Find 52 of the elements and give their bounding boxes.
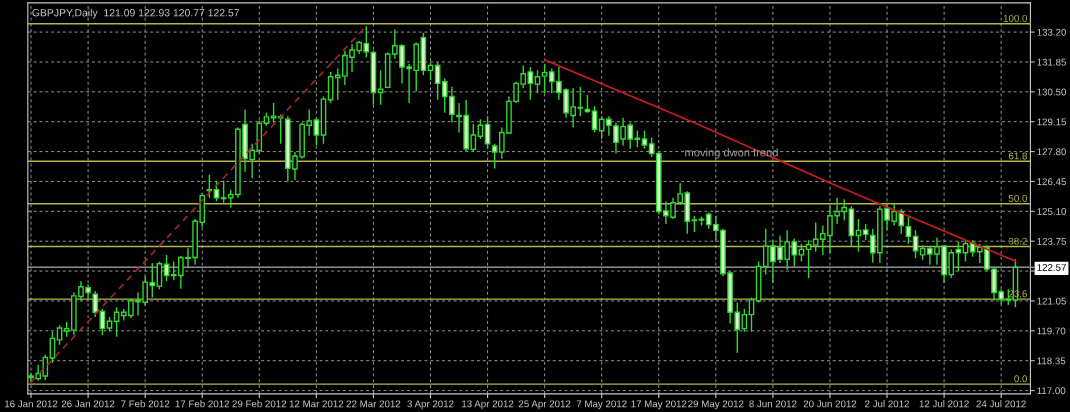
candlestick — [905, 216, 912, 245]
y-tick-label: 118.35 — [1037, 357, 1066, 365]
x-tick-label: 17 Feb 2012 — [175, 400, 230, 408]
candlestick — [213, 180, 220, 202]
candlestick — [220, 180, 227, 204]
x-tick-label: 20 Jun 2012 — [803, 400, 857, 408]
x-tick-label: 3 Apr 2012 — [407, 400, 454, 410]
x-tick-label: 26 Jan 2012 — [61, 400, 115, 408]
candlestick — [527, 66, 534, 101]
candlestick — [541, 63, 548, 94]
candlestick — [313, 117, 320, 147]
x-tick-label: 13 Apr 2012 — [462, 400, 514, 410]
candlestick — [484, 115, 491, 150]
y-tick-label: 131.85 — [1037, 58, 1066, 66]
x-tick-label: 12 Jul 2012 — [919, 400, 969, 408]
x-tick-label: 16 Jan 2012 — [5, 400, 58, 408]
candlestick — [591, 105, 598, 134]
candlestick — [156, 260, 163, 290]
x-tick-label: 7 Feb 2012 — [121, 400, 170, 408]
y-tick-label: 125.10 — [1037, 208, 1067, 215]
y-tick-label: 127.80 — [1037, 148, 1067, 156]
text: GBPJPY,Daily 121.09 122.93 120.77 122.57 — [32, 8, 240, 19]
x-tick-label: 8 Jun 2012 — [749, 400, 797, 408]
x-tick-label: 22 Mar 2012 — [346, 400, 401, 408]
candlestick — [377, 69, 384, 106]
candlestick — [270, 102, 277, 124]
x-tick-label: 2 Jul 2012 — [865, 400, 909, 408]
y-tick-label: 119.70 — [1037, 327, 1066, 335]
x-tick-label: 17 May 2012 — [631, 400, 687, 410]
candlestick — [92, 290, 99, 318]
annotation: 100.0 — [1003, 14, 1028, 22]
candlestick — [648, 136, 655, 158]
y-tick-label: 126.45 — [1037, 178, 1066, 186]
y-tick-label: 117.00 — [1037, 387, 1066, 395]
y-tick-label: 121.05 — [1037, 297, 1066, 305]
x-tick-label: 29 May 2012 — [688, 400, 744, 410]
annotation: 0.0 — [1014, 375, 1028, 383]
annotation: 61.8 — [1008, 152, 1027, 160]
x-tick-label: 25 Apr 2012 — [518, 400, 571, 410]
y-tick-label: 123.75 — [1037, 237, 1066, 245]
candlestick — [56, 324, 63, 346]
y-tick-label: 133.20 — [1037, 28, 1067, 36]
x-tick-label: 29 Feb 2012 — [232, 400, 287, 408]
y-tick-label: 130.50 — [1037, 88, 1067, 96]
y-tick-label: 122.57 — [1037, 264, 1066, 271]
x-tick-label: 7 May 2012 — [576, 400, 627, 410]
annotation: 38.2 — [1008, 237, 1027, 245]
annotation: 50.0 — [1008, 194, 1028, 202]
x-tick-label: 24 Jul 2012 — [976, 400, 1026, 408]
x-tick-label: 12 Mar 2012 — [289, 400, 344, 408]
y-tick-label: 129.15 — [1037, 118, 1066, 126]
candlestick — [534, 69, 541, 94]
